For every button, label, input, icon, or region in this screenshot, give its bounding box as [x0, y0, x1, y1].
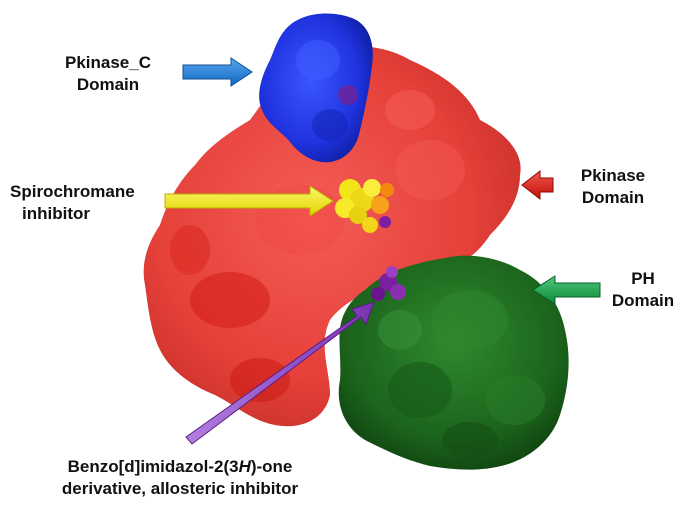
- allosteric-inhibitor-cluster: [371, 266, 406, 301]
- spirochromane-arrow-icon: [164, 185, 334, 217]
- spirochromane-label-line1: Spirochromane: [10, 182, 135, 201]
- benzo-label-line1: Benzo[d]imidazol-2(3H)-one: [20, 456, 340, 478]
- pkinase-c-label: Pkinase_C Domain: [48, 52, 168, 96]
- ph-domain-surface: [338, 255, 569, 470]
- benzo-label-line1-italic: H: [238, 457, 251, 476]
- pkinase-label-line2: Domain: [581, 188, 645, 207]
- pkinase-c-domain-surface: [259, 13, 373, 163]
- spirochromane-inhibitor-cluster: [335, 179, 394, 233]
- spirochromane-label: Spirochromane inhibitor: [10, 181, 135, 225]
- spirochromane-label-line2: inhibitor: [22, 204, 90, 223]
- benzo-label: Benzo[d]imidazol-2(3H)-one derivative, a…: [20, 456, 340, 500]
- ph-label-line1: PH: [631, 269, 655, 288]
- benzo-label-line2: derivative, allosteric inhibitor: [61, 479, 299, 498]
- pkinase-label: Pkinase Domain: [558, 165, 668, 209]
- allosteric-arrow-icon: [185, 301, 375, 445]
- pkinase-c-label-line2: Domain: [76, 75, 140, 94]
- pkinase-c-label-line1: Pkinase_C: [65, 53, 151, 72]
- benzo-label-line1-a: Benzo[d]imidazol-2(3: [67, 457, 239, 476]
- pkinase-domain-surface: [143, 45, 521, 427]
- pkinase-label-line1: Pkinase: [580, 166, 646, 185]
- ph-label: PH Domain: [598, 268, 688, 312]
- ph-label-line2: Domain: [611, 291, 675, 310]
- benzo-label-line1-c: )-one: [250, 457, 293, 476]
- pkinase-c-arrow-icon: [182, 57, 253, 87]
- pkinase-arrow-icon: [521, 169, 554, 201]
- ph-arrow-icon: [532, 275, 601, 305]
